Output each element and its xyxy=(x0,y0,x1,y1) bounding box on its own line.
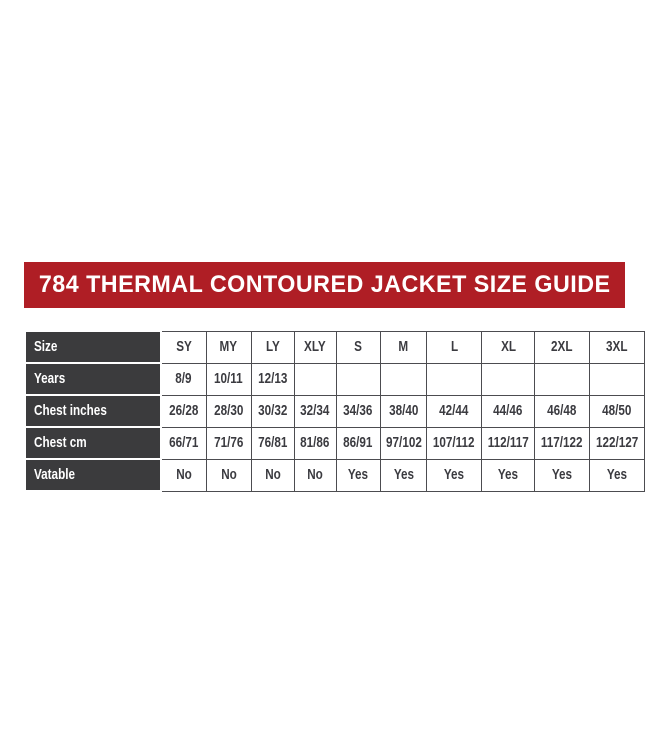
table-cell xyxy=(480,362,536,396)
table-cell: No xyxy=(205,458,252,492)
table-cell: Yes xyxy=(588,458,646,492)
size-column-header: S xyxy=(335,330,381,364)
table-cell: 46/48 xyxy=(534,394,590,428)
row-label-years: Years xyxy=(26,362,162,396)
table-row-vatable: Vatable No No No No Yes Yes Yes Yes Yes … xyxy=(26,458,646,492)
table-cell: 38/40 xyxy=(379,394,428,428)
table-row-years: Years 8/9 10/11 12/13 xyxy=(26,362,646,396)
table-cell: Yes xyxy=(480,458,536,492)
size-column-header: XLY xyxy=(293,330,337,364)
table-cell xyxy=(379,362,428,396)
table-cell: 112/117 xyxy=(480,426,536,460)
table-cell: 107/112 xyxy=(426,426,482,460)
table-cell: Yes xyxy=(426,458,482,492)
size-column-header: 3XL xyxy=(588,330,646,364)
table-cell xyxy=(335,362,381,396)
table-cell: 76/81 xyxy=(250,426,295,460)
table-cell: 71/76 xyxy=(205,426,252,460)
table-cell: 117/122 xyxy=(534,426,590,460)
row-label-vatable: Vatable xyxy=(26,458,162,492)
table-cell: 42/44 xyxy=(426,394,482,428)
size-column-header: XL xyxy=(480,330,536,364)
table-cell: Yes xyxy=(534,458,590,492)
size-column-header: SY xyxy=(160,330,207,364)
table-row-size: Size SY MY LY XLY S M L XL 2XL 3XL xyxy=(26,330,646,364)
size-column-header: MY xyxy=(205,330,252,364)
table-cell xyxy=(534,362,590,396)
table-cell: 66/71 xyxy=(160,426,207,460)
row-label-chest-inches: Chest inches xyxy=(26,394,162,428)
table-row-chest-cm: Chest cm 66/71 71/76 76/81 81/86 86/91 9… xyxy=(26,426,646,460)
table-cell: 12/13 xyxy=(250,362,295,396)
size-column-header: L xyxy=(426,330,482,364)
row-label-chest-cm: Chest cm xyxy=(26,426,162,460)
size-guide-banner: 784 THERMAL CONTOURED JACKET SIZE GUIDE xyxy=(24,262,625,308)
table-cell: No xyxy=(293,458,337,492)
table-cell xyxy=(293,362,337,396)
size-column-header: LY xyxy=(250,330,295,364)
table-cell: 48/50 xyxy=(588,394,646,428)
size-column-header: M xyxy=(379,330,428,364)
size-guide-table: Size SY MY LY XLY S M L XL 2XL 3XL Years… xyxy=(26,330,646,492)
table-cell: 26/28 xyxy=(160,394,207,428)
size-guide-title: 784 THERMAL CONTOURED JACKET SIZE GUIDE xyxy=(38,271,611,298)
table-row-chest-inches: Chest inches 26/28 28/30 30/32 32/34 34/… xyxy=(26,394,646,428)
table-cell: No xyxy=(160,458,207,492)
size-column-header: 2XL xyxy=(534,330,590,364)
table-cell: 28/30 xyxy=(205,394,252,428)
table-cell: 97/102 xyxy=(379,426,428,460)
table-cell: 44/46 xyxy=(480,394,536,428)
table-cell xyxy=(426,362,482,396)
row-label-size: Size xyxy=(26,330,162,364)
table-cell: No xyxy=(250,458,295,492)
table-cell: 32/34 xyxy=(293,394,337,428)
table-cell: Yes xyxy=(335,458,381,492)
table-cell: 30/32 xyxy=(250,394,295,428)
table-cell xyxy=(588,362,646,396)
table-cell: 10/11 xyxy=(205,362,252,396)
table-cell: 81/86 xyxy=(293,426,337,460)
table-cell: Yes xyxy=(379,458,428,492)
table-cell: 122/127 xyxy=(588,426,646,460)
table-cell: 86/91 xyxy=(335,426,381,460)
table-cell: 34/36 xyxy=(335,394,381,428)
table-cell: 8/9 xyxy=(160,362,207,396)
